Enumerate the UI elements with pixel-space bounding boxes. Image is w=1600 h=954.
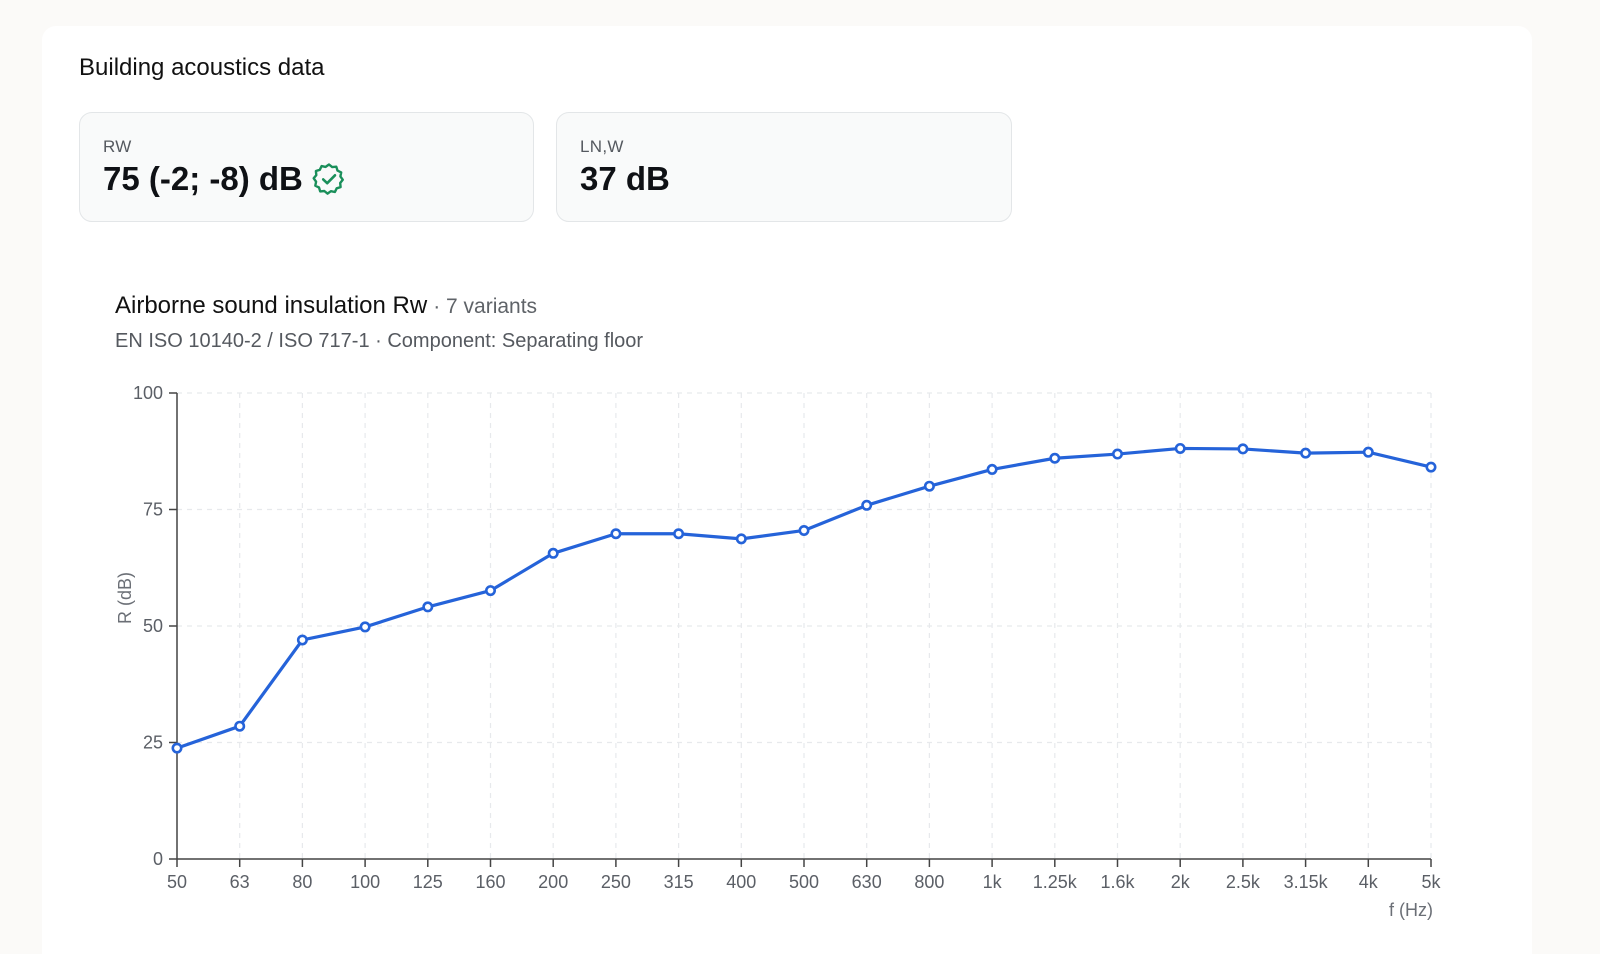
data-point [735,533,747,545]
lnw-card: LN,W 37 dB [556,112,1012,222]
rw-value: 75 (-2; -8) dB [103,160,303,197]
x-tick-label: 200 [538,872,568,892]
data-point [234,720,246,732]
y-tick-label: 50 [143,616,163,636]
data-point [422,601,434,613]
data-point [673,528,685,540]
x-tick-label: 500 [789,872,819,892]
data-point [1362,446,1374,458]
x-axis-title: f (Hz) [1389,900,1433,920]
data-point [1174,442,1186,454]
x-tick-label: 160 [475,872,505,892]
x-tick-label: 1k [983,872,1003,892]
x-tick-label: 1.25k [1033,872,1078,892]
x-tick-label: 100 [350,872,380,892]
x-tick-label: 1.6k [1100,872,1135,892]
x-tick-label: 400 [726,872,756,892]
x-tick-label: 315 [664,872,694,892]
y-tick-label: 75 [143,500,163,520]
data-point [1049,452,1061,464]
verified-badge-icon [312,163,344,195]
data-point [1300,447,1312,459]
data-point [1112,448,1124,460]
x-tick-label: 2k [1171,872,1191,892]
x-tick-label: 80 [292,872,312,892]
data-point [1237,443,1249,455]
data-point [484,585,496,597]
rw-label: RW [103,137,132,156]
data-point [1425,461,1437,473]
chart-title: Airborne sound insulation Rw [115,292,428,319]
rw-card: RW 75 (-2; -8) dB [79,112,534,222]
data-point [798,524,810,536]
x-tick-label: 630 [852,872,882,892]
x-tick-label: 63 [230,872,250,892]
y-axis-title: R (dB) [115,572,135,624]
data-point [986,463,998,475]
chart-title-row: Airborne sound insulation Rw · 7 variant… [115,292,537,320]
data-point [359,621,371,633]
data-point [610,528,622,540]
y-tick-label: 25 [143,733,163,753]
data-point [296,634,308,646]
data-point [547,547,559,559]
rw-value-row: 75 (-2; -8) dB [103,160,346,198]
x-tick-label: 125 [413,872,443,892]
x-tick-label: 800 [914,872,944,892]
x-tick-label: 3.15k [1284,872,1329,892]
data-point [923,480,935,492]
chart-subtitle: EN ISO 10140-2 / ISO 717-1 · Component: … [115,330,644,352]
variants-count: · 7 variants [433,295,538,318]
lnw-label: LN,W [580,137,624,156]
x-tick-label: 5k [1421,872,1441,892]
x-tick-label: 250 [601,872,631,892]
lnw-value-row: 37 dB [580,160,670,198]
y-tick-label: 0 [153,849,163,869]
lnw-value: 37 dB [580,160,670,197]
section-title: Building acoustics data [79,54,325,81]
x-tick-label: 50 [167,872,187,892]
data-point [861,499,873,511]
x-tick-label: 4k [1359,872,1379,892]
y-tick-label: 100 [133,383,163,403]
x-tick-label: 2.5k [1226,872,1261,892]
data-point [171,742,183,754]
